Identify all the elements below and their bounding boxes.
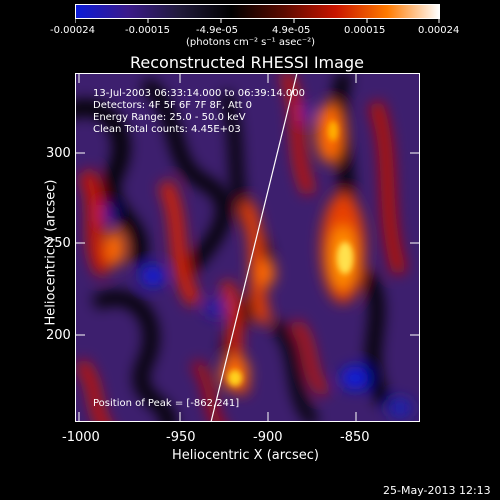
plot-title: Reconstructed RHESSI Image xyxy=(130,53,364,72)
colorbar xyxy=(75,4,440,19)
render-timestamp: 25-May-2013 12:13 xyxy=(383,484,491,497)
image-texture xyxy=(75,73,412,422)
solar-limb-line xyxy=(210,73,298,422)
colorbar-units: (photons cm⁻² s⁻¹ asec⁻²) xyxy=(186,37,316,48)
info-clean-counts: Clean Total counts: 4.45E+03 xyxy=(93,124,241,135)
y-tick-label: 300 xyxy=(46,146,71,161)
info-detectors: Detectors: 4F 5F 6F 7F 8F, Att 0 xyxy=(93,100,253,111)
x-tick-label: -850 xyxy=(340,430,370,445)
colorbar-tick-label: -0.00015 xyxy=(125,25,170,36)
colorbar-tick-label: 0.00024 xyxy=(418,25,460,36)
colorbar-tick-label: -4.9e-05 xyxy=(196,25,238,36)
axis-ticks xyxy=(75,73,420,422)
x-axis-label: Heliocentric X (arcsec) xyxy=(172,448,319,463)
x-tick-label: -950 xyxy=(166,430,196,445)
y-tick-label: 250 xyxy=(46,236,71,251)
solar-image-plot xyxy=(75,73,420,422)
colorbar-tick-label: -0.00024 xyxy=(50,25,95,36)
colorbar-ticks xyxy=(75,19,440,23)
x-tick-label: -1000 xyxy=(62,430,100,445)
x-tick-label: -900 xyxy=(253,430,283,445)
y-tick-label: 200 xyxy=(46,328,71,343)
y-axis-label: Heliocentric Y (arcsec) xyxy=(43,179,59,326)
image-peaks xyxy=(228,121,353,386)
info-energy-range: Energy Range: 25.0 - 50.0 keV xyxy=(93,112,246,123)
colorbar-tick-label: 0.00015 xyxy=(344,25,386,36)
peak-position: Position of Peak = [-862,241] xyxy=(93,398,240,409)
colorbar-tick-label: 4.9e-05 xyxy=(272,25,311,36)
info-time-range: 13-Jul-2003 06:33:14.000 to 06:39:14.000 xyxy=(93,88,305,99)
